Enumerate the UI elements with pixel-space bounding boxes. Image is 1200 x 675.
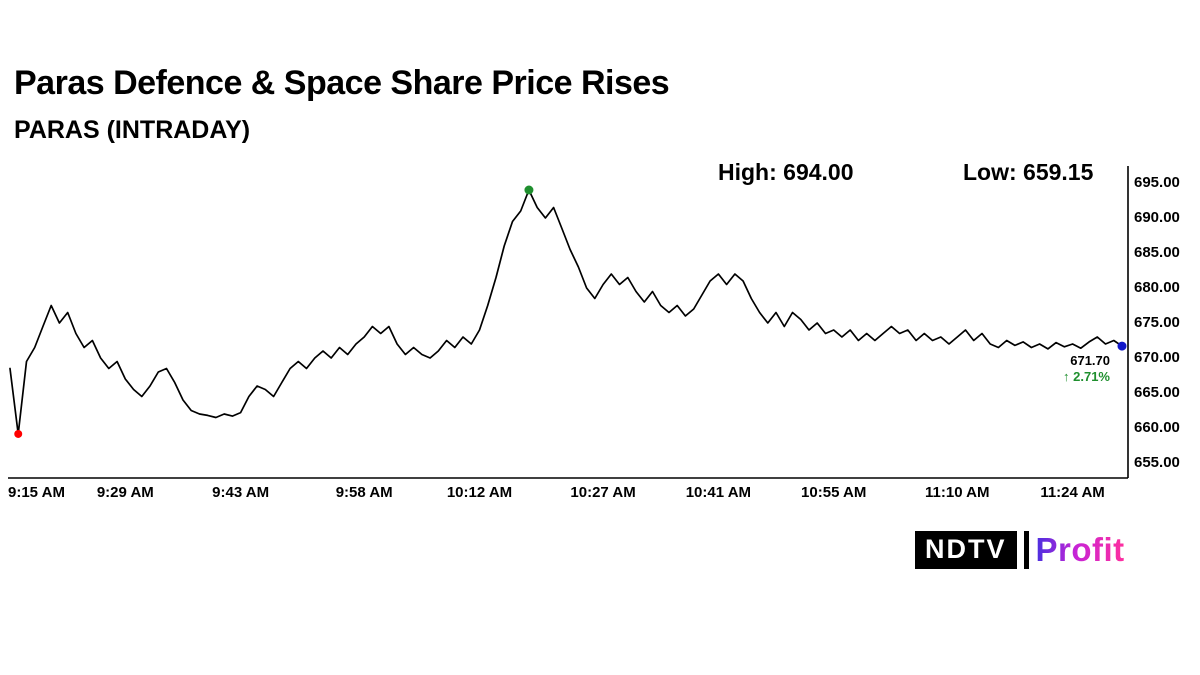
- y-axis-label: 675.00: [1134, 314, 1180, 331]
- last-price-marker: [1117, 341, 1127, 351]
- logo-separator-bar: [1023, 531, 1029, 569]
- x-axis-label: 10:41 AM: [685, 484, 752, 501]
- high-marker: [524, 185, 534, 195]
- last-price-value: 671.70: [1070, 353, 1110, 369]
- low-marker: [14, 429, 23, 438]
- x-axis-label: 9:29 AM: [96, 484, 154, 501]
- last-price-annotation: 671.70 ↑ 2.71%: [992, 353, 1110, 386]
- x-axis-label: 9:15 AM: [8, 484, 65, 501]
- x-axis-label: 10:27 AM: [570, 484, 636, 501]
- x-axis-label: 10:55 AM: [801, 484, 867, 501]
- x-axis-label: 11:10 AM: [925, 484, 990, 501]
- low-label: Low: 659.15: [963, 159, 1094, 185]
- price-line: [9, 189, 1123, 435]
- y-axis-label: 655.00: [1134, 454, 1180, 471]
- x-axis-label: 9:43 AM: [212, 484, 270, 501]
- y-axis-label: 690.00: [1134, 209, 1180, 226]
- profit-logo-text: Profit: [1035, 531, 1125, 568]
- high-label: High: 694.00: [718, 159, 854, 185]
- y-axis-label: 665.00: [1134, 384, 1180, 401]
- y-axis-label: 695.00: [1134, 174, 1180, 191]
- ndtv-logo-text: NDTV: [915, 531, 1017, 569]
- ndtv-profit-logo: NDTV Profit: [915, 531, 1125, 569]
- chart-subtitle: PARAS (INTRADAY): [14, 116, 251, 144]
- x-axis-label: 10:12 AM: [446, 484, 513, 501]
- price-change-percent: ↑ 2.71%: [1063, 369, 1110, 385]
- y-axis-label: 660.00: [1134, 419, 1180, 436]
- y-axis-label: 670.00: [1134, 349, 1180, 366]
- x-axis-label: 9:58 AM: [335, 484, 393, 501]
- y-axis-label: 680.00: [1134, 279, 1180, 296]
- y-axis-label: 685.00: [1134, 244, 1180, 261]
- page-title: Paras Defence & Space Share Price Rises: [14, 64, 670, 102]
- x-axis-label: 11:24 AM: [1040, 484, 1105, 501]
